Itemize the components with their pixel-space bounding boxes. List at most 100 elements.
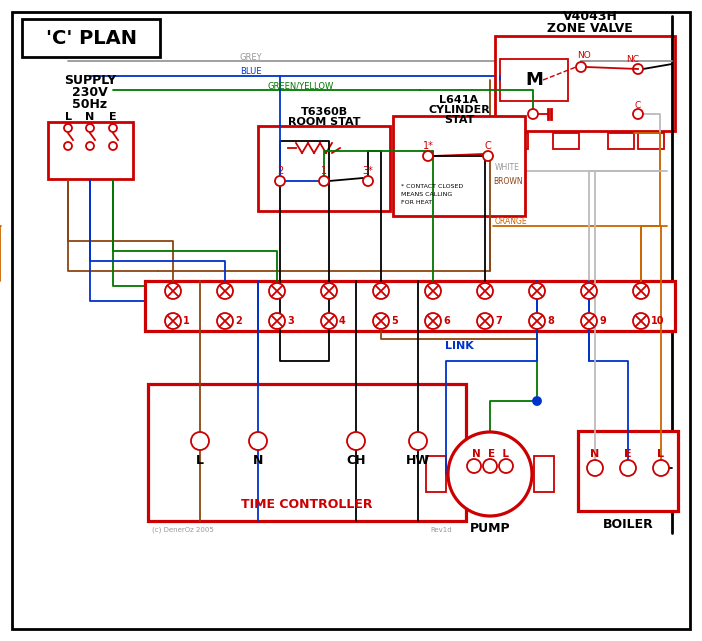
Text: FOR HEAT: FOR HEAT (401, 199, 432, 204)
FancyBboxPatch shape (12, 12, 690, 629)
Text: 50Hz: 50Hz (72, 99, 107, 112)
Text: Rev1d: Rev1d (430, 527, 451, 533)
Circle shape (423, 151, 433, 161)
Circle shape (425, 313, 441, 329)
Circle shape (499, 459, 513, 473)
Circle shape (64, 142, 72, 150)
Text: E: E (110, 112, 117, 122)
Text: N: N (86, 112, 95, 122)
Text: CH: CH (346, 454, 366, 467)
FancyBboxPatch shape (500, 59, 568, 101)
FancyBboxPatch shape (638, 133, 664, 149)
Text: * CONTACT CLOSED: * CONTACT CLOSED (401, 183, 463, 188)
Text: M: M (525, 71, 543, 89)
Circle shape (373, 283, 389, 299)
Text: N  E  L: N E L (472, 449, 508, 459)
Circle shape (633, 283, 649, 299)
FancyBboxPatch shape (426, 456, 446, 492)
Text: L: L (196, 454, 204, 467)
Circle shape (633, 64, 643, 74)
Text: 10: 10 (651, 316, 665, 326)
Circle shape (217, 313, 233, 329)
Text: BOILER: BOILER (602, 519, 654, 531)
Text: 3: 3 (287, 316, 293, 326)
Circle shape (165, 283, 181, 299)
Circle shape (321, 313, 337, 329)
Text: 1: 1 (321, 166, 327, 176)
Circle shape (321, 283, 337, 299)
Circle shape (373, 313, 389, 329)
Text: TIME CONTROLLER: TIME CONTROLLER (241, 499, 373, 512)
Circle shape (86, 124, 94, 132)
Circle shape (581, 283, 597, 299)
Circle shape (529, 313, 545, 329)
Circle shape (483, 151, 493, 161)
Circle shape (109, 142, 117, 150)
Text: 'C' PLAN: 'C' PLAN (46, 28, 136, 47)
FancyBboxPatch shape (534, 456, 554, 492)
Circle shape (533, 397, 541, 405)
Text: N: N (590, 449, 600, 459)
Text: 2: 2 (235, 316, 241, 326)
Circle shape (448, 432, 532, 516)
Text: T6360B: T6360B (300, 107, 347, 117)
Text: BROWN: BROWN (493, 176, 522, 185)
Circle shape (620, 460, 636, 476)
Circle shape (191, 432, 209, 450)
FancyBboxPatch shape (148, 384, 466, 521)
FancyBboxPatch shape (502, 133, 528, 149)
Text: 1*: 1* (423, 141, 433, 151)
Text: ROOM STAT: ROOM STAT (288, 117, 360, 127)
Text: BLUE: BLUE (240, 67, 262, 76)
Text: NO: NO (577, 51, 591, 60)
Circle shape (425, 283, 441, 299)
Circle shape (269, 283, 285, 299)
Text: GREEN/YELLOW: GREEN/YELLOW (268, 81, 334, 90)
Circle shape (269, 313, 285, 329)
Circle shape (64, 124, 72, 132)
Text: C: C (635, 101, 641, 110)
FancyBboxPatch shape (495, 36, 675, 131)
Circle shape (165, 313, 181, 329)
Text: 8: 8 (547, 316, 554, 326)
Circle shape (529, 283, 545, 299)
Text: NC: NC (626, 54, 640, 63)
FancyBboxPatch shape (553, 133, 579, 149)
FancyBboxPatch shape (48, 122, 133, 179)
Circle shape (275, 176, 285, 186)
Text: PUMP: PUMP (470, 522, 510, 535)
Circle shape (576, 62, 586, 72)
Text: WHITE: WHITE (495, 163, 520, 172)
Circle shape (86, 142, 94, 150)
Text: 6: 6 (443, 316, 450, 326)
Circle shape (633, 313, 649, 329)
Circle shape (477, 313, 493, 329)
Text: 230V: 230V (72, 87, 108, 99)
Circle shape (363, 176, 373, 186)
Text: E: E (624, 449, 632, 459)
FancyBboxPatch shape (608, 133, 634, 149)
Text: N: N (253, 454, 263, 467)
Text: SUPPLY: SUPPLY (64, 74, 116, 88)
FancyBboxPatch shape (145, 281, 675, 331)
Text: CYLINDER: CYLINDER (428, 105, 490, 115)
Circle shape (467, 459, 481, 473)
Circle shape (409, 432, 427, 450)
Circle shape (347, 432, 365, 450)
Circle shape (109, 124, 117, 132)
Text: L641A: L641A (439, 95, 479, 105)
Circle shape (249, 432, 267, 450)
Circle shape (528, 109, 538, 119)
Text: 7: 7 (495, 316, 502, 326)
Circle shape (483, 459, 497, 473)
Text: HW: HW (406, 454, 430, 467)
Circle shape (653, 460, 669, 476)
Text: 2: 2 (277, 166, 283, 176)
Circle shape (581, 313, 597, 329)
Text: MEANS CALLING: MEANS CALLING (401, 192, 452, 197)
FancyBboxPatch shape (22, 19, 160, 57)
FancyBboxPatch shape (393, 116, 525, 216)
Text: GREY: GREY (240, 53, 263, 62)
FancyBboxPatch shape (578, 431, 678, 511)
Text: STAT: STAT (444, 115, 474, 125)
